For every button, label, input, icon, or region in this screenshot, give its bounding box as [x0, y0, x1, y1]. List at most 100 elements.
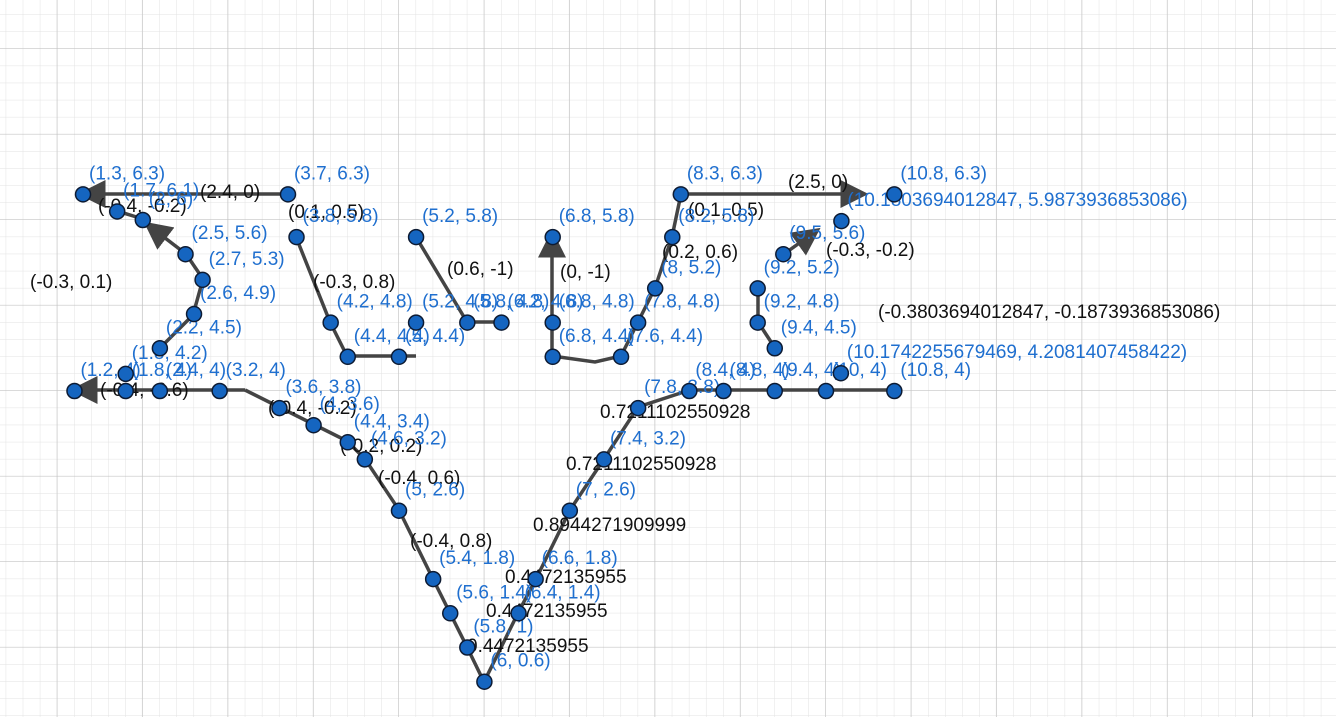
length-label: 0.4472135955 — [467, 636, 589, 657]
point — [185, 305, 203, 323]
point-label: (3.6, 3.8) — [285, 377, 361, 398]
point-label: (2.4, 4) — [166, 360, 226, 381]
point-label: (1.3, 6.3) — [89, 163, 165, 184]
point — [646, 280, 664, 297]
point-label: (10.1803694012847, 5.9873936853086) — [847, 190, 1187, 211]
length-label: 0.8944271909999 — [533, 515, 686, 536]
vector-label: (0.2, 0.6) — [662, 242, 738, 263]
point-label: (10.8, 4) — [900, 360, 971, 381]
point-label: (2.6, 4.9) — [200, 283, 276, 304]
point-label: (5.8, 4.8) — [473, 292, 549, 313]
point-label: (6, 0.6) — [490, 651, 550, 672]
point — [715, 382, 732, 400]
vector-label: (-0.4, -0.6) — [100, 380, 189, 401]
point — [544, 348, 561, 366]
vector-label: (0.1, 0.5) — [688, 200, 764, 221]
point-label: (6.8, 4.8) — [559, 292, 635, 313]
vector-label: (0.1, 0.5) — [288, 202, 364, 223]
vector-label: (-0.3, -0.2) — [826, 240, 915, 261]
point — [459, 639, 476, 656]
point-label: (4.2, 4.8) — [337, 292, 413, 313]
point — [886, 382, 903, 400]
point-label: (9.2, 4.8) — [764, 292, 840, 313]
point — [441, 605, 459, 622]
point-label: (9.2, 5.2) — [764, 257, 840, 278]
point-label: (10.1742255679469, 4.2081407458422) — [847, 342, 1187, 363]
point-label: (8.2, 5.8) — [678, 206, 754, 227]
point-label: (8.4, 4) — [695, 360, 755, 381]
vector-label: (-0.2, 0.2) — [340, 436, 422, 457]
length-label: 0.7211102550928 — [566, 454, 716, 475]
point-label: (9.4, 4) — [781, 360, 841, 381]
point-label: (2.7, 5.3) — [209, 249, 285, 270]
point — [629, 314, 647, 331]
point — [817, 382, 835, 400]
point-label: (5.8, 1) — [473, 617, 533, 638]
point — [681, 382, 698, 400]
point — [117, 382, 134, 400]
point-label: (7.8, 4.8) — [644, 292, 720, 313]
vector-label: (-0.4, 0.6) — [378, 468, 460, 489]
point — [527, 570, 544, 588]
point-label: (7.6, 4.4) — [627, 326, 703, 347]
point — [595, 451, 613, 468]
point-label: (5, 2.6) — [405, 480, 465, 501]
point-label: (8.3, 6.3) — [687, 163, 763, 184]
point-label: (4.4, 4.4) — [354, 326, 430, 347]
point-label: (6.8, 4.4) — [559, 326, 635, 347]
point — [339, 434, 357, 451]
point-label: (5, 4.4) — [405, 326, 465, 347]
point — [134, 211, 152, 229]
point — [407, 228, 425, 246]
point — [271, 399, 288, 417]
point — [407, 314, 425, 331]
point — [390, 502, 408, 519]
point — [151, 340, 169, 357]
point-label: (5.6, 1.4) — [456, 582, 532, 603]
point-label: (6.2, 4.8) — [507, 292, 583, 313]
point-label: (6.6, 1.8) — [542, 548, 618, 569]
point — [74, 186, 92, 203]
point — [117, 365, 134, 383]
point-label: (10.8, 6.3) — [900, 163, 987, 184]
point-label: (1.8, 4) — [132, 360, 192, 381]
point-label: (5.2, 4.8) — [422, 292, 498, 313]
point-label: (1.7, 6.1) — [123, 180, 199, 201]
point — [66, 382, 83, 400]
point-label: (8, 5.2) — [661, 257, 721, 278]
point — [356, 451, 374, 468]
point — [664, 228, 681, 246]
point — [544, 228, 561, 246]
point — [177, 245, 194, 263]
point-label: (8.8, 4) — [730, 360, 790, 381]
point — [151, 382, 169, 400]
point-label: (2.5, 5.6) — [192, 223, 268, 244]
point-label: (3.7, 6.3) — [294, 163, 370, 184]
length-label: 0.7211102550928 — [600, 402, 750, 423]
point-label: (3.8, 5.8) — [303, 206, 379, 227]
point — [305, 416, 322, 434]
point — [749, 314, 766, 331]
point — [544, 314, 561, 331]
point — [749, 280, 766, 297]
point — [194, 271, 211, 289]
point-label: (6.4, 1.4) — [525, 582, 601, 603]
vector-label: (0.6, -1) — [447, 259, 514, 280]
vector-label: (-0.4, 0.8) — [410, 531, 492, 552]
point — [886, 186, 903, 203]
vector-label: (-0.3, 0.8) — [313, 272, 395, 293]
vector-label: (2.5, 0) — [788, 172, 848, 193]
point — [493, 314, 510, 331]
points: (1.3, 6.3)(1.7, 6.1)(2, 6) (2.5, 5.6) (2.7… — [66, 163, 1188, 690]
vector-label: (2.4, 0) — [200, 182, 260, 203]
vector-label: (-0.3, 0.1) — [30, 272, 112, 293]
point-label: (4.6, 3.2) — [371, 428, 447, 449]
point — [629, 399, 647, 417]
point — [211, 382, 228, 400]
vector-label: (-0.4, -0.2) — [268, 398, 357, 419]
point-label: (4, 3.6) — [320, 394, 380, 415]
point-label: (7, 2.6) — [576, 480, 636, 501]
point-label: (5.4, 1.8) — [439, 548, 515, 569]
point — [288, 228, 305, 246]
